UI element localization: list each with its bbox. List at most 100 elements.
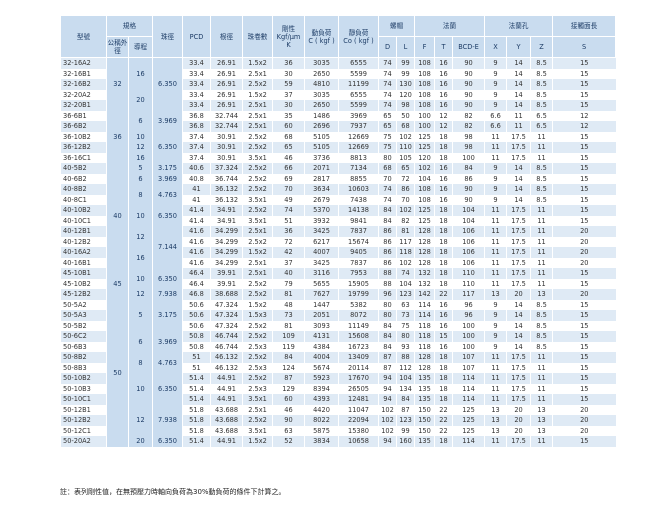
value-cell: 11 [484,226,507,237]
value-cell: 15 [552,383,616,394]
value-cell: 41.6 [182,257,211,268]
value-cell: 3969 [338,110,379,121]
value-cell: 108 [414,68,435,79]
value-cell: 32.744 [210,121,243,132]
value-cell: 16 [434,320,453,331]
value-cell: 4004 [304,352,339,363]
value-cell: 11 [530,352,553,363]
value-cell: 84 [378,215,397,226]
value-cell: 4393 [304,394,339,405]
value-cell: 100 [414,121,435,132]
value-cell: 15 [552,163,616,174]
value-cell: 68 [396,121,415,132]
value-cell: 14 [506,299,531,310]
value-cell: 20 [506,425,531,436]
value-cell: 150 [414,404,435,415]
value-cell: 9 [484,79,507,90]
model-cell: 32-20A2 [60,89,107,100]
value-cell: 20 [552,236,616,247]
value-cell: 51.4 [182,394,211,405]
value-cell: 90 [272,415,305,426]
model-cell: 50-6C2 [60,331,107,342]
value-cell: 65 [272,142,305,153]
value-cell: 8394 [304,383,339,394]
value-cell: 2.5x3 [242,362,273,373]
value-cell: 13409 [338,352,379,363]
value-cell: 9405 [338,247,379,258]
value-cell: 15 [552,194,616,205]
header-cell: 動負荷 C ( kgf ) [304,15,339,58]
spec-table: 型號 規格 珠徑 PCD 根徑 珠卷數 剛性 Kgf/μm K 動負荷 C ( … [60,15,617,447]
value-cell: 11 [530,394,553,405]
value-cell: 18 [434,278,453,289]
value-cell: 142 [414,289,435,300]
value-cell: 16 [434,100,453,111]
value-cell: 46 [272,152,305,163]
value-cell: 37.4 [182,152,211,163]
value-cell: 41.6 [182,226,211,237]
value-cell: 22 [434,415,453,426]
value-cell: 30.91 [210,142,243,153]
table-row: 32-16A2 32 16 6.350 33.4 26.91 1.5x2 36 3035 6555… [60,57,616,111]
value-cell: 11 [506,121,531,132]
value-cell: 90 [451,68,485,79]
value-cell: 44.91 [210,436,243,447]
value-cell: 70 [396,194,415,205]
value-cell: 38.688 [210,289,243,300]
value-cell: 68 [272,131,305,142]
value-cell: 22 [434,425,453,436]
value-cell: 16 [434,184,453,195]
value-cell: 11 [484,268,507,279]
table-row: 32-16B2 33.4 26.91 2.5x2 59 4810 11199 74 130 108… [60,79,616,90]
spec-cell: 32 [106,57,129,111]
value-cell: 118 [414,331,435,342]
value-cell: 17.5 [506,268,531,279]
value-cell: 65 [378,110,397,121]
value-cell: 3.5x1 [242,394,273,405]
value-cell: 104 [414,173,435,184]
value-cell: 114 [414,310,435,321]
value-cell: 20 [552,289,616,300]
header-cell: T [434,36,453,58]
value-cell: 11 [530,131,553,142]
value-cell: 46.744 [210,341,243,352]
value-cell: 2.5x2 [242,236,273,247]
value-cell: 3035 [304,57,339,69]
table-row: 50-12C1 51.8 43.688 3.5x1 63 5875 15380 102 99 15… [60,425,616,436]
value-cell: 99 [396,68,415,79]
value-cell: 94 [378,383,397,394]
value-cell: 99 [396,425,415,436]
value-cell: 20 [552,415,616,426]
value-cell: 4007 [304,247,339,258]
value-cell: 3.5x1 [242,425,273,436]
value-cell: 36.8 [182,121,211,132]
value-cell: 36.132 [210,194,243,205]
value-cell: 7937 [338,121,379,132]
model-cell: 45-12B2 [60,289,107,300]
value-cell: 51.4 [182,383,211,394]
value-cell: 15 [552,68,616,79]
value-cell: 35 [272,110,305,121]
value-cell: 15 [552,79,616,90]
value-cell: 30.91 [210,131,243,142]
value-cell: 128 [414,226,435,237]
value-cell: 33.4 [182,89,211,100]
value-cell: 32.744 [210,110,243,121]
value-cell: 15 [552,184,616,195]
value-cell: 74 [378,100,397,111]
value-cell: 15 [552,100,616,111]
value-cell: 1.5x3 [242,310,273,321]
value-cell: 104 [451,215,485,226]
model-cell: 45-10B1 [60,268,107,279]
value-cell: 100 [414,110,435,121]
value-cell: 16 [434,341,453,352]
value-cell: 17.5 [506,131,531,142]
spec-cell: 16 [128,57,153,90]
spec-cell: 40 [106,163,129,268]
header-cell: 根徑 [210,15,243,58]
value-cell: 88 [378,268,397,279]
value-cell: 17670 [338,373,379,384]
model-cell: 50-5A2 [60,299,107,310]
model-cell: 36-10B2 [60,131,107,142]
value-cell: 4810 [304,79,339,90]
